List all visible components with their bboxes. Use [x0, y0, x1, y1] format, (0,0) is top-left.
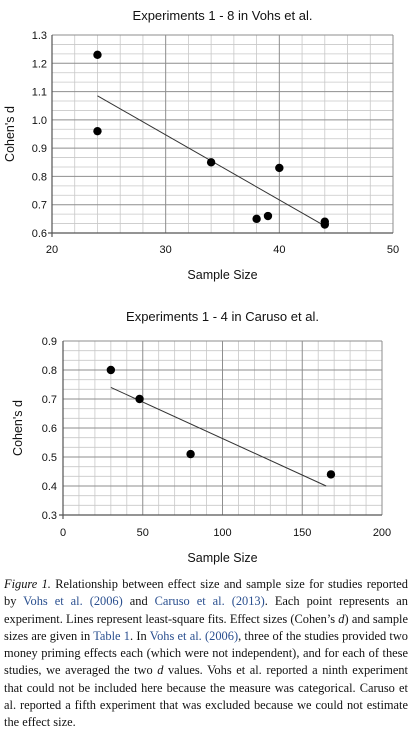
y-axis-label: Cohen's d: [3, 106, 17, 162]
x-tick-label: 20: [46, 244, 58, 256]
y-tick-label: 0.6: [42, 423, 57, 435]
x-tick-label: 40: [273, 244, 285, 256]
x-tick-label: 200: [373, 527, 391, 539]
y-tick-label: 1.1: [32, 87, 47, 99]
y-tick-label: 1.2: [32, 58, 47, 70]
caption-d-symbol-2: d: [157, 663, 164, 678]
chart-caruso: 0 50 100 150 200 0.3 0.4 0.5 0.6 0.7 0.8 0.9 Experim…: [11, 309, 391, 565]
x-tick-label: 100: [213, 527, 231, 539]
data-point: [106, 365, 116, 375]
data-point: [320, 220, 329, 229]
caption-label: Figure 1.: [4, 577, 51, 591]
x-axis-label: Sample Size: [187, 268, 257, 282]
citation-vohs-link[interactable]: Vohs et al. (2006): [23, 594, 123, 609]
caption-text-6: , three of the studies provided two mone…: [4, 628, 409, 678]
figure: 20 30 40 50 0.6 0.7 0.8 0.9 1.0 1.1 1.2 1.3 Experime…: [3, 8, 399, 565]
data-point: [135, 394, 144, 404]
y-tick-label: 0.7: [32, 200, 47, 212]
caption-text-2: and: [122, 594, 155, 609]
chart-title: Experiments 1 - 8 in Vohs et al.: [133, 8, 313, 23]
chart-title: Experiments 1 - 4 in Caruso et al.: [126, 309, 319, 324]
fit-line: [110, 386, 327, 487]
y-tick-label: 0.3: [42, 510, 57, 522]
citation-vohs-link-2[interactable]: Vohs et al. (2006): [149, 628, 239, 643]
y-tick-label: 0.9: [32, 143, 47, 155]
x-axis-label: Sample Size: [187, 551, 257, 565]
caption-text-3: . Each point represents an experiment. L…: [4, 594, 408, 626]
caption-text-1: Relationship between effect size and sam…: [4, 577, 409, 609]
chart-vohs: 20 30 40 50 0.6 0.7 0.8 0.9 1.0 1.1 1.2 1.3 Experime…: [3, 8, 399, 282]
x-tick-label: 150: [293, 527, 311, 539]
y-tick-label: 0.4: [42, 481, 57, 493]
data-point: [252, 214, 261, 224]
data-point: [93, 50, 102, 59]
table-1-link[interactable]: Table 1: [93, 628, 130, 643]
data-point: [326, 470, 336, 479]
x-tick-label: 50: [137, 527, 149, 539]
x-tick-label: 50: [387, 244, 399, 256]
data-point: [263, 211, 273, 221]
data-point: [275, 163, 284, 173]
x-tick-label: 30: [160, 244, 172, 256]
y-tick-label: 0.7: [42, 394, 57, 406]
x-tick-label: 0: [60, 527, 66, 539]
y-tick-label: 1.3: [32, 30, 47, 42]
y-tick-label: 0.5: [42, 452, 57, 464]
caption-text-4: ) and sample sizes are given in: [4, 611, 409, 643]
figure-caption: Figure 1. Relationship between effect si…: [4, 576, 408, 732]
data-point: [206, 158, 216, 167]
caption-d-symbol: d: [338, 611, 345, 626]
y-tick-label: 1.0: [32, 115, 47, 127]
y-tick-label: 0.9: [42, 336, 57, 348]
y-axis-label: Cohen's d: [11, 400, 25, 456]
data-point: [186, 449, 195, 459]
citation-caruso-link[interactable]: Caruso et al. (2013): [154, 594, 265, 609]
caption-text-7: values. Vohs et al. reported a ninth exp…: [4, 663, 408, 730]
y-tick-label: 0.6: [32, 228, 47, 240]
y-tick-label: 0.8: [32, 171, 47, 183]
data-point: [93, 126, 102, 136]
caption-text-5: . In: [130, 628, 150, 643]
y-tick-label: 0.8: [42, 365, 57, 377]
